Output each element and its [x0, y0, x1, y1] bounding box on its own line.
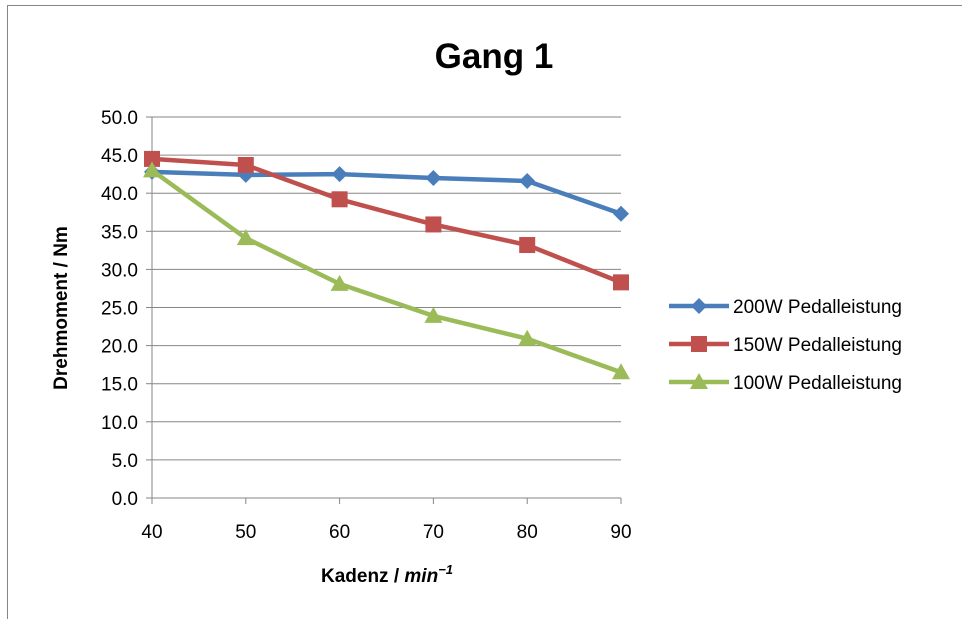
series-1: [144, 163, 629, 222]
y-tick-label: 40.0: [101, 184, 138, 205]
data-point: [519, 237, 536, 254]
y-tick-labels: 0.0 5.0 10.0 15.0 20.0 25.0 30.0 35.0 40.0 45.0 50…: [101, 108, 138, 510]
data-point: [613, 274, 629, 291]
x-tick-label: 70: [423, 522, 444, 543]
legend-label: 150W Pedalleistung: [733, 335, 902, 356]
data-point: [424, 306, 443, 323]
data-point: [613, 205, 629, 222]
legend-label: 100W Pedalleistung: [733, 373, 902, 394]
series-line: [150, 168, 622, 375]
data-point: [331, 191, 348, 208]
series-line: [151, 169, 622, 216]
legend-label: 200W Pedalleistung: [733, 297, 902, 318]
legend: 200W Pedalleistung 150W Pedalleistung 100W…: [669, 297, 902, 394]
data-point: [518, 329, 537, 346]
series-line: [151, 156, 622, 285]
data-point: [330, 274, 349, 291]
data-point: [144, 150, 160, 167]
data-point: [331, 166, 348, 183]
axes: [146, 116, 622, 504]
data-point: [425, 169, 442, 186]
y-tick-label: 35.0: [101, 222, 138, 243]
x-tick-label: 80: [517, 522, 538, 543]
data-point: [425, 216, 442, 233]
legend-marker: [690, 373, 708, 389]
gridlines: [152, 116, 621, 461]
y-tick-label: 0.0: [112, 489, 138, 510]
legend-entry: 150W Pedalleistung: [669, 335, 902, 356]
y-tick-label: 30.0: [101, 260, 138, 281]
chart-frame: [7, 5, 962, 619]
data-point: [519, 173, 536, 190]
y-tick-label: 5.0: [112, 451, 138, 472]
legend-entry: 200W Pedalleistung: [669, 297, 902, 318]
data-point: [236, 229, 255, 246]
data-point: [612, 363, 630, 380]
x-tick-labels: 40 50 60 70 80 90: [141, 522, 631, 543]
x-tick-label: 50: [235, 522, 256, 543]
legend-marker: [691, 336, 707, 352]
x-axis-label-unit: min: [404, 566, 438, 587]
series-2: [144, 150, 629, 291]
series-3: [143, 161, 630, 380]
data-point: [237, 157, 254, 174]
legend-entry: 100W Pedalleistung: [669, 373, 902, 394]
x-tick-label: 90: [610, 522, 631, 543]
series-group: [143, 150, 630, 380]
x-axis-label-exponent: −1: [438, 562, 453, 577]
y-tick-label: 50.0: [101, 108, 138, 129]
x-tick-label: 40: [141, 522, 162, 543]
y-tick-label: 10.0: [101, 413, 138, 434]
chart-title: Gang 1: [435, 37, 554, 76]
legend-marker: [691, 298, 707, 314]
y-tick-label: 20.0: [101, 337, 138, 358]
y-tick-label: 15.0: [101, 375, 138, 396]
x-axis-label-main: Kadenz /: [321, 566, 404, 587]
data-point: [143, 161, 161, 178]
y-tick-label: 25.0: [101, 299, 138, 320]
x-tick-label: 60: [329, 522, 350, 543]
x-axis-label: Kadenz / min−1: [321, 562, 453, 587]
y-axis-label: Drehmoment / Nm: [51, 226, 72, 390]
y-tick-label: 45.0: [101, 146, 138, 167]
